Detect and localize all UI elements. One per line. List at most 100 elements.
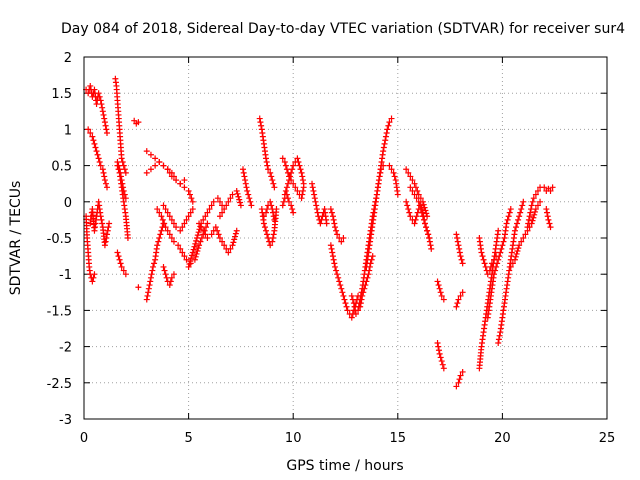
data-point <box>438 292 445 299</box>
data-point <box>296 162 303 169</box>
y-tick-label: -2.5 <box>47 377 72 392</box>
data-point <box>122 169 129 176</box>
data-point <box>359 292 366 299</box>
data-point <box>526 213 533 220</box>
data-point <box>544 209 551 216</box>
data-point <box>531 211 538 218</box>
data-point <box>329 253 336 260</box>
data-point <box>269 209 276 216</box>
data-point <box>282 162 289 169</box>
data-point <box>265 166 272 173</box>
data-point <box>331 260 338 267</box>
data-point <box>338 285 345 292</box>
data-point <box>167 278 174 285</box>
data-point <box>164 209 171 216</box>
plot-frame <box>83 56 608 420</box>
data-point <box>233 187 240 194</box>
data-point <box>427 242 434 249</box>
data-point <box>453 303 460 310</box>
data-point <box>494 260 501 267</box>
data-point <box>294 187 301 194</box>
data-point <box>210 198 217 205</box>
data-point <box>534 187 541 194</box>
data-point <box>411 220 418 227</box>
data-point <box>269 206 276 213</box>
data-point <box>338 238 345 245</box>
data-point <box>147 278 154 285</box>
data-point <box>411 191 418 198</box>
data-point <box>383 130 390 137</box>
data-point <box>114 249 121 256</box>
data-point <box>495 339 502 346</box>
data-point <box>135 284 142 291</box>
data-point <box>154 242 161 249</box>
data-point <box>271 184 278 191</box>
data-point <box>104 227 111 234</box>
data-point <box>330 216 337 223</box>
data-point <box>369 253 376 260</box>
data-point <box>435 282 442 289</box>
data-point <box>189 206 196 213</box>
data-point <box>268 202 275 209</box>
data-point <box>453 231 460 238</box>
data-point <box>116 256 123 263</box>
data-point <box>115 253 122 260</box>
data-point <box>234 190 241 197</box>
data-point <box>380 148 387 155</box>
data-point <box>457 372 464 379</box>
data-point <box>225 198 232 205</box>
data-point <box>229 191 236 198</box>
data-point <box>143 148 150 155</box>
data-point <box>327 242 334 249</box>
data-point <box>439 361 446 368</box>
data-point <box>491 256 498 263</box>
data-point <box>267 198 274 205</box>
data-point <box>349 296 356 303</box>
data-point <box>214 195 221 202</box>
data-point <box>365 271 372 278</box>
data-point <box>227 195 234 202</box>
data-point <box>339 289 346 296</box>
data-point <box>170 271 177 278</box>
data-point <box>541 184 548 191</box>
data-point <box>192 253 199 260</box>
data-point <box>118 155 125 162</box>
data-point <box>403 166 410 173</box>
data-point <box>246 195 253 202</box>
data-point <box>106 220 113 227</box>
data-point <box>166 231 173 238</box>
data-point <box>118 263 125 270</box>
data-point <box>394 191 401 198</box>
data-point <box>237 199 244 206</box>
data-point <box>300 180 307 187</box>
data-point <box>208 202 215 209</box>
data-point <box>312 198 319 205</box>
data-point <box>388 166 395 173</box>
data-point <box>156 235 163 241</box>
data-point <box>194 232 201 239</box>
data-point <box>99 166 106 173</box>
data-point <box>517 209 524 216</box>
data-point <box>170 238 177 245</box>
data-point <box>314 209 321 216</box>
data-point <box>352 311 359 318</box>
data-point <box>186 261 193 268</box>
data-point <box>459 260 466 267</box>
data-point <box>546 220 553 227</box>
data-point <box>91 271 98 278</box>
data-point <box>435 347 442 354</box>
data-point <box>97 213 104 220</box>
y-tick-label: 0.5 <box>51 160 72 175</box>
data-point <box>360 289 367 296</box>
data-point <box>261 224 268 231</box>
data-point <box>298 195 305 202</box>
data-point <box>188 195 195 202</box>
data-point <box>185 187 192 194</box>
data-point <box>544 213 551 220</box>
data-point <box>488 260 495 267</box>
data-point <box>482 263 489 270</box>
data-point <box>530 195 537 202</box>
data-point <box>506 209 513 216</box>
data-point <box>310 187 317 194</box>
data-point <box>232 233 239 240</box>
